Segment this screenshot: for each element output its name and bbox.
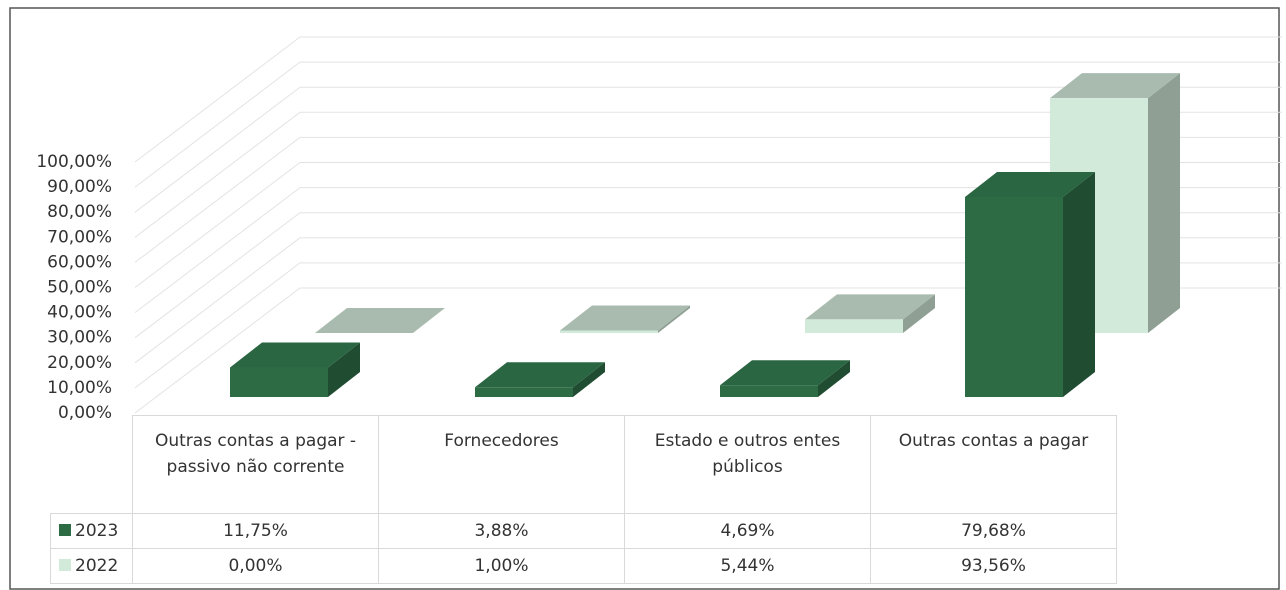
grid-line bbox=[134, 237, 1282, 364]
bar-top bbox=[1050, 73, 1180, 99]
grid-line bbox=[134, 187, 1282, 313]
chart-border bbox=[9, 7, 1280, 590]
y-tick-label: 0,00% bbox=[58, 403, 112, 423]
grid-line bbox=[134, 136, 1282, 263]
bar bbox=[805, 319, 903, 333]
y-tick-label: 40,00% bbox=[47, 303, 112, 323]
legend-entry: 2022 bbox=[50, 548, 133, 584]
bar-side bbox=[903, 294, 935, 333]
legend-entry: 2023 bbox=[50, 513, 133, 549]
value-label: 4,69% bbox=[624, 513, 871, 549]
y-tick-label: 10,00% bbox=[47, 378, 112, 398]
corner bbox=[51, 416, 133, 514]
bar-top bbox=[560, 305, 690, 331]
category-row: Outras contas a pagar - passivo não corr… bbox=[51, 415, 1117, 514]
legend-label: 2023 bbox=[75, 521, 119, 541]
y-tick-label: 60,00% bbox=[47, 252, 112, 272]
value-label: 79,68% bbox=[870, 513, 1117, 549]
y-tick-label: 50,00% bbox=[47, 278, 112, 298]
bar-top bbox=[805, 294, 935, 320]
bar-side bbox=[573, 362, 605, 397]
bar bbox=[560, 330, 658, 333]
y-tick-label: 30,00% bbox=[47, 328, 112, 348]
y-tick-label: 80,00% bbox=[47, 202, 112, 222]
category-label: Fornecedores bbox=[378, 415, 625, 514]
legend-swatch bbox=[59, 524, 71, 536]
bar bbox=[965, 197, 1063, 397]
bar-side bbox=[658, 305, 690, 333]
bar-top bbox=[230, 342, 360, 368]
value-label: 93,56% bbox=[870, 548, 1117, 584]
category-label: Estado e outros entes públicos bbox=[624, 415, 871, 514]
legend-swatch bbox=[59, 559, 71, 571]
category-label: Outras contas a pagar bbox=[870, 415, 1117, 514]
bar-top bbox=[475, 362, 605, 388]
bar bbox=[475, 387, 573, 397]
legend-label: 2022 bbox=[75, 556, 119, 576]
y-tick-label: 100,00% bbox=[36, 152, 112, 172]
bar-top bbox=[720, 360, 850, 386]
grid-line bbox=[134, 212, 1282, 339]
grid-line bbox=[134, 262, 1282, 389]
bar bbox=[230, 367, 328, 397]
value-label: 3,88% bbox=[378, 513, 625, 549]
value-label: 5,44% bbox=[624, 548, 871, 584]
value-label: 1,00% bbox=[378, 548, 625, 584]
data-table: Outras contas a pagar - passivo não corr… bbox=[50, 415, 1117, 584]
y-tick-label: 70,00% bbox=[47, 227, 112, 247]
series-row: 2023 11,75% 3,88% 4,69% 79,68% bbox=[50, 513, 1117, 549]
bar bbox=[720, 385, 818, 397]
grid-line bbox=[134, 61, 1282, 188]
value-label: 11,75% bbox=[132, 513, 379, 549]
bar-top bbox=[965, 172, 1095, 198]
category-label: Outras contas a pagar - passivo não corr… bbox=[132, 415, 379, 514]
bar-side bbox=[1148, 73, 1180, 333]
bar-top bbox=[315, 308, 445, 333]
grid-line bbox=[134, 287, 1282, 414]
grid-line bbox=[134, 162, 1282, 288]
grid-line bbox=[134, 86, 1282, 213]
grid-line bbox=[134, 111, 1282, 238]
y-tick-label: 90,00% bbox=[47, 177, 112, 197]
value-label: 0,00% bbox=[132, 548, 379, 584]
bar-side bbox=[328, 342, 360, 397]
bar-side bbox=[818, 360, 850, 397]
grid-line bbox=[134, 36, 1282, 163]
series-row: 2022 0,00% 1,00% 5,44% 93,56% bbox=[50, 548, 1117, 584]
bar-side bbox=[1063, 172, 1095, 397]
y-tick-label: 20,00% bbox=[47, 353, 112, 373]
